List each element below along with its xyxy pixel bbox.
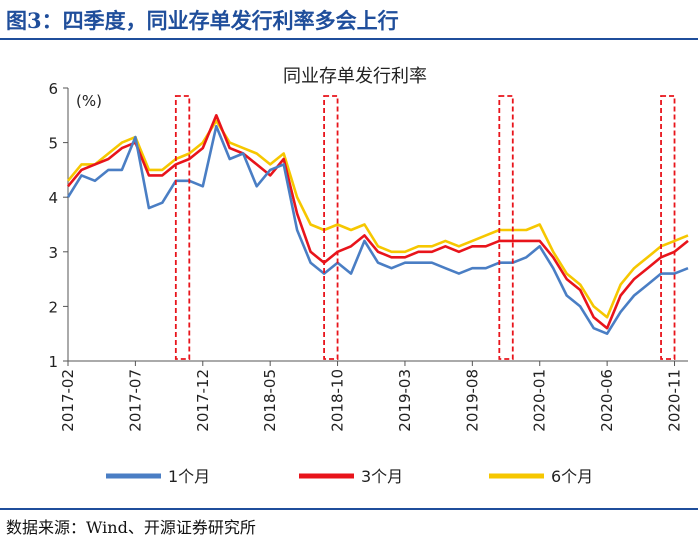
series-line-3个月 xyxy=(66,114,689,330)
x-tick-label: 2018-10 xyxy=(329,369,347,432)
chart-title: 同业存单发行利率 xyxy=(283,66,427,87)
x-tick-label: 2018-05 xyxy=(261,369,279,432)
axes: 1 2 3 4 5 6 2017-02 2017-07 2017-12 2018-05 2018-1… xyxy=(48,80,688,432)
figure-header: 图3：四季度，同业存单发行利率多会上行 xyxy=(0,0,698,40)
legend-label: 1个月 xyxy=(168,467,210,486)
y-tick-label: 1 xyxy=(48,353,58,371)
y-tick-label: 6 xyxy=(48,80,58,98)
x-tick-label: 2020-06 xyxy=(598,369,616,432)
unit-label: (%) xyxy=(76,92,102,110)
x-tick-label: 2020-01 xyxy=(531,369,549,432)
legend: 1个月 3个月 6个月 xyxy=(106,467,593,486)
highlight-box xyxy=(660,95,676,360)
highlight-box xyxy=(498,95,514,360)
y-tick-label: 3 xyxy=(48,244,58,262)
data-source: 数据来源：Wind、开源证券研究所 xyxy=(6,518,256,537)
line-chart: 同业存单发行利率 1 2 3 4 5 6 2017-02 2017-07 2017-12 2018… xyxy=(48,66,689,486)
footer-rule xyxy=(0,508,698,510)
x-tick-label: 2017-07 xyxy=(126,369,144,432)
y-tick-label: 5 xyxy=(48,135,58,153)
legend-label: 3个月 xyxy=(361,467,403,486)
legend-label: 6个月 xyxy=(551,467,593,486)
y-tick-label: 4 xyxy=(48,189,58,207)
x-tick-label: 2017-02 xyxy=(59,369,77,432)
highlight-boxes xyxy=(174,95,676,360)
x-tick-label: 2020-11 xyxy=(666,369,684,432)
series-line-1个月 xyxy=(66,124,689,336)
series-lines xyxy=(66,114,689,336)
highlight-box xyxy=(323,95,339,360)
header-rule xyxy=(0,38,698,40)
highlight-box xyxy=(174,95,191,360)
series-line-6个月 xyxy=(66,119,689,319)
figure-title: 图3：四季度，同业存单发行利率多会上行 xyxy=(6,8,399,33)
y-tick-label: 2 xyxy=(48,298,58,316)
x-tick-label: 2019-08 xyxy=(463,369,481,432)
x-tick-label: 2019-03 xyxy=(396,369,414,432)
x-tick-label: 2017-12 xyxy=(194,369,212,432)
